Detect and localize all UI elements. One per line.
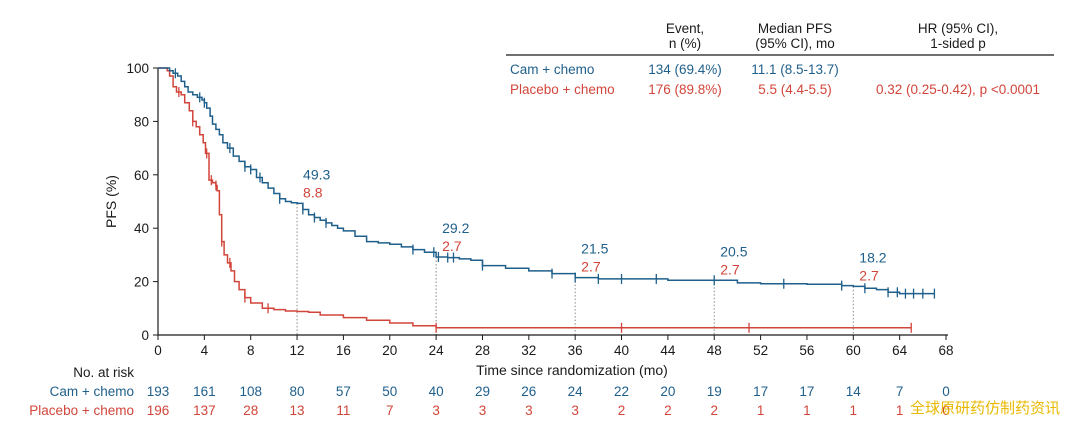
risk-value: 0 (942, 384, 950, 399)
risk-value: 161 (193, 384, 216, 399)
risk-row-label: Cam + chemo (50, 384, 134, 399)
series-line-placebo (158, 67, 912, 329)
table-cell-event: 176 (89.8%) (648, 82, 722, 97)
y-axis-title: PFS (%) (103, 175, 119, 228)
table-header: Event, (666, 21, 704, 36)
risk-value: 7 (386, 403, 394, 418)
x-tick-label: 64 (892, 343, 908, 358)
risk-table-title: No. at risk (73, 365, 134, 380)
landmark-label-cam: 18.2 (859, 249, 886, 265)
risk-value: 3 (479, 403, 487, 418)
x-tick-label: 24 (429, 343, 445, 358)
x-tick-label: 52 (753, 343, 768, 358)
x-tick-label: 44 (660, 343, 676, 358)
summary-table: Event,n (%) Median PFS(95% CI), mo HR (95%… (506, 21, 1054, 97)
risk-value: 29 (475, 384, 490, 399)
risk-value: 13 (290, 403, 305, 418)
landmark-label-placebo: 2.7 (859, 267, 879, 283)
risk-value: 19 (707, 384, 722, 399)
table-header: 1-sided p (930, 36, 986, 51)
table-cell-hr: 0.32 (0.25-0.42), p <0.0001 (876, 82, 1040, 97)
axes: 0 4 8 12 16 20 24 28 32 36 40 44 48 52 56 60 64 680204060… (103, 61, 954, 378)
x-tick-label: 16 (336, 343, 351, 358)
landmark-labels: 49.3 8.8 29.2 2.7 21.5 2.7 20.5 2.7 18.2 2.7 (303, 166, 887, 283)
landmark-label-placebo: 2.7 (442, 238, 462, 254)
landmark-label-placebo: 2.7 (581, 259, 601, 275)
series-line-cam (158, 67, 935, 295)
risk-value: 17 (753, 384, 768, 399)
watermark-text: 全球原研药仿制药资讯 (910, 399, 1060, 417)
x-tick-label: 40 (614, 343, 629, 358)
x-tick-label: 0 (154, 343, 162, 358)
x-tick-label: 68 (938, 343, 953, 358)
risk-value: 108 (239, 384, 262, 399)
risk-value: 20 (660, 384, 675, 399)
risk-value: 3 (571, 403, 579, 418)
risk-value: 57 (336, 384, 351, 399)
table-cell-median: 11.1 (8.5-13.7) (751, 62, 839, 77)
landmark-label-cam: 21.5 (581, 241, 608, 257)
risk-value: 1 (850, 403, 858, 418)
x-tick-label: 20 (382, 343, 397, 358)
x-tick-label: 28 (475, 343, 490, 358)
landmark-lines (296, 203, 854, 335)
risk-value: 50 (382, 384, 397, 399)
risk-value: 28 (243, 403, 258, 418)
y-tick-label: 100 (126, 61, 149, 76)
x-tick-label: 48 (707, 343, 722, 358)
table-header: Median PFS (758, 21, 832, 36)
landmark-label-cam: 29.2 (442, 220, 469, 236)
risk-value: 80 (290, 384, 305, 399)
landmark-label-placebo: 8.8 (303, 184, 323, 200)
x-tick-label: 8 (247, 343, 255, 358)
risk-value: 40 (429, 384, 444, 399)
table-header: (95% CI), mo (755, 36, 835, 51)
x-tick-label: 56 (799, 343, 814, 358)
x-tick-label: 60 (846, 343, 861, 358)
risk-row-label: Placebo + chemo (29, 403, 134, 418)
table-header: n (%) (669, 36, 701, 51)
y-tick-label: 60 (134, 168, 149, 183)
risk-value: 193 (147, 384, 170, 399)
risk-value: 17 (799, 384, 814, 399)
landmark-label-placebo: 2.7 (720, 261, 740, 277)
x-axis-title: Time since randomization (mo) (476, 362, 668, 378)
x-tick-label: 4 (201, 343, 209, 358)
table-cell-name: Placebo + chemo (510, 82, 615, 97)
risk-value: 3 (525, 403, 533, 418)
table-header: HR (95% CI), (918, 21, 998, 36)
x-tick-label: 12 (290, 343, 305, 358)
y-tick-label: 20 (134, 275, 149, 290)
risk-value: 2 (664, 403, 672, 418)
risk-value: 24 (568, 384, 584, 399)
risk-value: 26 (521, 384, 536, 399)
table-cell-name: Cam + chemo (510, 62, 594, 77)
series-layer (158, 67, 936, 333)
risk-value: 137 (193, 403, 216, 418)
risk-value: 22 (614, 384, 629, 399)
y-tick-label: 80 (134, 114, 149, 129)
table-cell-median: 5.5 (4.4-5.5) (758, 82, 832, 97)
x-tick-label: 32 (521, 343, 536, 358)
landmark-label-cam: 20.5 (720, 243, 747, 259)
risk-value: 11 (336, 403, 350, 418)
risk-value: 2 (618, 403, 626, 418)
landmark-label-cam: 49.3 (303, 166, 330, 182)
risk-value: 7 (896, 384, 904, 399)
risk-value: 1 (896, 403, 904, 418)
table-cell-event: 134 (69.4%) (648, 62, 722, 77)
x-tick-label: 36 (568, 343, 583, 358)
y-tick-label: 40 (134, 221, 149, 236)
risk-value: 1 (757, 403, 765, 418)
risk-value: 14 (846, 384, 862, 399)
risk-value: 196 (147, 403, 170, 418)
risk-value: 0 (942, 403, 950, 418)
risk-value: 3 (432, 403, 440, 418)
y-tick-label: 0 (141, 328, 149, 343)
risk-value: 1 (803, 403, 811, 418)
risk-value: 2 (710, 403, 718, 418)
